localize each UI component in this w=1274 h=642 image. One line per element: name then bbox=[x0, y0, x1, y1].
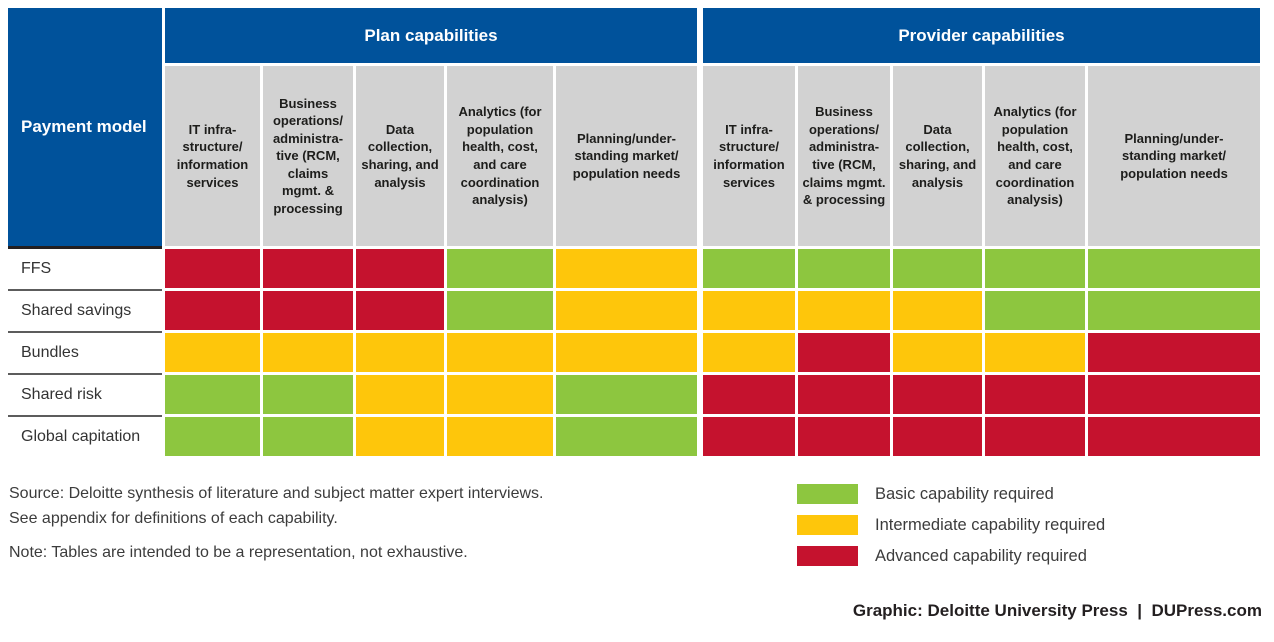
legend-label-basic: Basic capability required bbox=[875, 484, 1054, 503]
source-line-1: Source: Deloitte synthesis of literature… bbox=[9, 485, 544, 502]
cell-global-capitation-provider-5 bbox=[1088, 417, 1260, 456]
colhead-provider-2: Business operations/ administra- tive (R… bbox=[798, 66, 890, 246]
row-label-shared-savings: Shared savings bbox=[8, 291, 162, 333]
cell-ffs-provider-2 bbox=[798, 249, 890, 288]
cell-shared-risk-provider-1 bbox=[703, 375, 795, 414]
cell-global-capitation-plan-5 bbox=[556, 417, 697, 456]
cell-global-capitation-plan-3 bbox=[356, 417, 444, 456]
colhead-provider-5: Planning/under- standing market/ populat… bbox=[1088, 66, 1260, 246]
row-label-shared-risk: Shared risk bbox=[8, 375, 162, 417]
legend-label-advanced: Advanced capability required bbox=[875, 546, 1087, 565]
colhead-plan-3: Data collection, sharing, and analysis bbox=[356, 66, 444, 246]
cell-bundles-provider-1 bbox=[703, 333, 795, 372]
source-line-2: See appendix for definitions of each cap… bbox=[9, 510, 338, 527]
cell-global-capitation-plan-1 bbox=[165, 417, 260, 456]
notes-block: Source: Deloitte synthesis of literature… bbox=[9, 481, 543, 565]
cell-bundles-provider-4 bbox=[985, 333, 1085, 372]
row-label-bundles: Bundles bbox=[8, 333, 162, 375]
cell-global-capitation-provider-2 bbox=[798, 417, 890, 456]
cell-shared-risk-plan-4 bbox=[447, 375, 553, 414]
cell-bundles-plan-4 bbox=[447, 333, 553, 372]
credit-line: Graphic: Deloitte University Press | DUP… bbox=[852, 601, 1262, 620]
cell-shared-risk-plan-2 bbox=[263, 375, 353, 414]
cell-ffs-provider-5 bbox=[1088, 249, 1260, 288]
cell-shared-savings-plan-1 bbox=[165, 291, 260, 330]
legend-swatch-advanced bbox=[797, 546, 858, 566]
cell-ffs-plan-2 bbox=[263, 249, 353, 288]
cell-global-capitation-plan-4 bbox=[447, 417, 553, 456]
cell-shared-savings-provider-4 bbox=[985, 291, 1085, 330]
colhead-plan-4: Analytics (for population health, cost, … bbox=[447, 66, 553, 246]
cell-global-capitation-plan-2 bbox=[263, 417, 353, 456]
cell-ffs-plan-4 bbox=[447, 249, 553, 288]
plan-capabilities-band: Plan capabilities bbox=[165, 8, 697, 63]
cell-bundles-plan-2 bbox=[263, 333, 353, 372]
legend: Basic capability required Intermediate ca… bbox=[797, 484, 1105, 577]
colhead-provider-1: IT infra- structure/ information service… bbox=[703, 66, 795, 246]
cell-ffs-provider-1 bbox=[703, 249, 795, 288]
cell-ffs-plan-3 bbox=[356, 249, 444, 288]
payment-model-header: Payment model bbox=[8, 8, 162, 249]
colhead-provider-3: Data collection, sharing, and analysis bbox=[893, 66, 982, 246]
colhead-plan-1: IT infra- structure/ information service… bbox=[165, 66, 260, 246]
cell-shared-risk-provider-4 bbox=[985, 375, 1085, 414]
cell-ffs-plan-1 bbox=[165, 249, 260, 288]
provider-capabilities-band: Provider capabilities bbox=[703, 8, 1260, 63]
cell-shared-savings-provider-3 bbox=[893, 291, 982, 330]
cell-global-capitation-provider-1 bbox=[703, 417, 795, 456]
cell-shared-risk-plan-5 bbox=[556, 375, 697, 414]
cell-shared-savings-provider-2 bbox=[798, 291, 890, 330]
cell-shared-savings-plan-3 bbox=[356, 291, 444, 330]
cell-bundles-plan-1 bbox=[165, 333, 260, 372]
legend-item-advanced: Advanced capability required bbox=[797, 546, 1105, 566]
cell-shared-savings-provider-1 bbox=[703, 291, 795, 330]
cell-bundles-provider-2 bbox=[798, 333, 890, 372]
note-line: Note: Tables are intended to be a repres… bbox=[9, 544, 468, 561]
cell-shared-risk-plan-3 bbox=[356, 375, 444, 414]
cell-ffs-provider-3 bbox=[893, 249, 982, 288]
cell-bundles-plan-5 bbox=[556, 333, 697, 372]
legend-swatch-intermediate bbox=[797, 515, 858, 535]
row-label-ffs: FFS bbox=[8, 249, 162, 291]
cell-ffs-provider-4 bbox=[985, 249, 1085, 288]
cell-global-capitation-provider-3 bbox=[893, 417, 982, 456]
cell-global-capitation-provider-4 bbox=[985, 417, 1085, 456]
cell-ffs-plan-5 bbox=[556, 249, 697, 288]
cell-bundles-provider-5 bbox=[1088, 333, 1260, 372]
capability-matrix: Payment model Plan capabilities Provider… bbox=[8, 8, 1260, 456]
legend-item-basic: Basic capability required bbox=[797, 484, 1105, 504]
cell-shared-savings-provider-5 bbox=[1088, 291, 1260, 330]
cell-shared-risk-provider-5 bbox=[1088, 375, 1260, 414]
colhead-plan-5: Planning/under- standing market/ populat… bbox=[556, 66, 697, 246]
colhead-provider-4: Analytics (for population health, cost, … bbox=[985, 66, 1085, 246]
cell-shared-savings-plan-4 bbox=[447, 291, 553, 330]
cell-shared-risk-plan-1 bbox=[165, 375, 260, 414]
cell-bundles-provider-3 bbox=[893, 333, 982, 372]
legend-swatch-basic bbox=[797, 484, 858, 504]
cell-bundles-plan-3 bbox=[356, 333, 444, 372]
legend-item-intermediate: Intermediate capability required bbox=[797, 515, 1105, 535]
cell-shared-risk-provider-2 bbox=[798, 375, 890, 414]
row-label-global-capitation: Global capitation bbox=[8, 417, 162, 456]
cell-shared-risk-provider-3 bbox=[893, 375, 982, 414]
legend-label-intermediate: Intermediate capability required bbox=[875, 515, 1106, 534]
cell-shared-savings-plan-5 bbox=[556, 291, 697, 330]
colhead-plan-2: Business operations/ administra- tive (R… bbox=[263, 66, 353, 246]
cell-shared-savings-plan-2 bbox=[263, 291, 353, 330]
